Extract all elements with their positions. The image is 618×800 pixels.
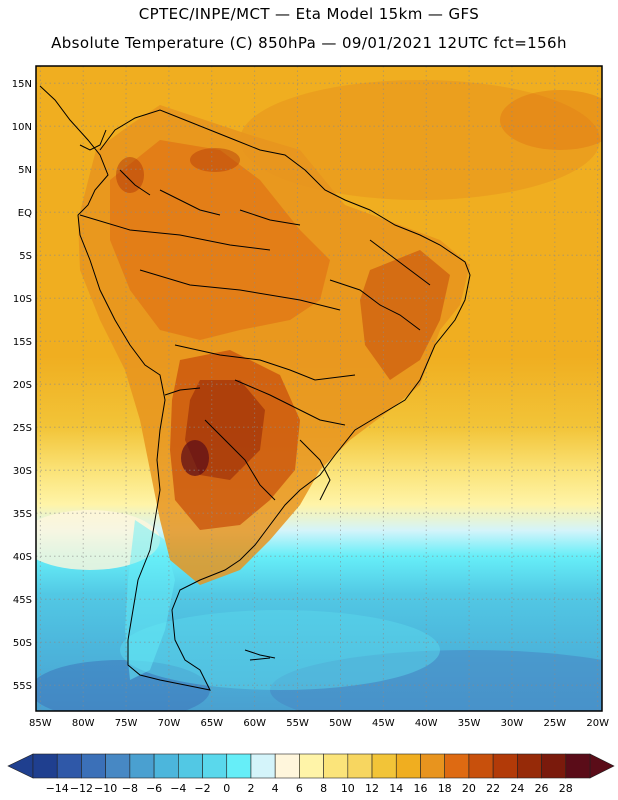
colorbar-tick-label: 20 <box>462 782 476 795</box>
chart-title-line1: CPTEC/INPE/MCT — Eta Model 15km — GFS <box>138 5 480 23</box>
colorbar-tick-label: 26 <box>535 782 549 795</box>
colorbar-swatch <box>565 753 591 779</box>
longitude-label: 35W <box>458 718 481 729</box>
latitude-label: 5S <box>19 251 32 262</box>
colorbar-swatch <box>517 753 542 779</box>
colorbar-tick-label: 6 <box>296 782 303 795</box>
colorbar-tick-label: 14 <box>389 782 403 795</box>
colorbar-swatch <box>56 753 82 779</box>
colorbar-tick-label: 10 <box>341 782 355 795</box>
colorbar-low-arrow <box>7 753 34 779</box>
map-frame <box>35 65 603 712</box>
colorbar-swatch <box>105 753 131 779</box>
latitude-labels: 15N 10N 5N EQ 5S 10S 15S 20S 25S 30S 35S 40S 45S 50S 5… <box>12 79 32 692</box>
latitude-label: 50S <box>13 638 32 649</box>
latitude-label: 40S <box>13 552 32 563</box>
longitude-label: 75W <box>115 718 138 729</box>
colorbar-swatch <box>274 753 300 779</box>
colorbar-tick-label: 24 <box>510 782 524 795</box>
colorbar-tick-label: −6 <box>146 782 162 795</box>
colorbar-swatch <box>32 753 58 779</box>
colorbar-swatch <box>299 753 324 779</box>
latitude-label: 30S <box>13 466 32 477</box>
latitude-label: 15N <box>12 79 32 90</box>
latitude-label: 25S <box>13 423 32 434</box>
latitude-label: 5N <box>18 165 32 176</box>
latitude-label: 55S <box>13 681 32 692</box>
colorbar-tick-label: −12 <box>70 782 93 795</box>
colorbar-high-arrow <box>589 753 615 779</box>
colorbar-swatch <box>395 753 421 779</box>
longitude-label: 70W <box>158 718 181 729</box>
latitude-label: 15S <box>13 337 32 348</box>
colorbar-tick-label: 4 <box>272 782 279 795</box>
colorbar-tick-label: −8 <box>122 782 138 795</box>
temperature-map: 15N 10N 5N EQ 5S 10S 15S 20S 25S 30S 35S 40S 45S 50S 5… <box>12 65 609 729</box>
latitude-label: EQ <box>18 208 32 219</box>
latitude-label: 35S <box>13 509 32 520</box>
colorbar-swatch <box>226 753 252 779</box>
longitude-label: 85W <box>29 718 52 729</box>
colorbar-swatch <box>129 753 155 779</box>
temperature-field <box>36 66 602 711</box>
colorbar-tick-label: 22 <box>486 782 500 795</box>
longitude-label: 65W <box>200 718 223 729</box>
colorbar-tick-label: 0 <box>223 782 230 795</box>
colorbar-tick-label: −4 <box>170 782 186 795</box>
longitude-label: 60W <box>243 718 266 729</box>
colorbar-swatch <box>323 753 349 779</box>
colorbar-tick-label: 8 <box>320 782 327 795</box>
colorbar-swatch <box>153 753 179 779</box>
colorbar-swatch <box>371 753 397 779</box>
longitude-label: 45W <box>372 718 395 729</box>
longitude-label: 40W <box>415 718 438 729</box>
colorbar-tick-label: −14 <box>46 782 69 795</box>
coastline <box>39 85 471 691</box>
colorbar-swatch <box>468 753 494 779</box>
colorbar-tick-label: 2 <box>247 782 254 795</box>
longitude-label: 80W <box>72 718 95 729</box>
longitude-label: 30W <box>501 718 524 729</box>
colorbar-tick-label: −10 <box>94 782 117 795</box>
colorbar-tick-label: −2 <box>194 782 210 795</box>
latitude-label: 45S <box>13 595 32 606</box>
colorbar-swatch <box>444 753 470 779</box>
chart-title-line2: Absolute Temperature (C) 850hPa — 09/01/… <box>51 34 567 52</box>
longitude-label: 50W <box>329 718 352 729</box>
latitude-label: 10S <box>13 294 32 305</box>
latitude-label: 20S <box>13 380 32 391</box>
colorbar-tick-label: 18 <box>438 782 452 795</box>
colorbar-swatch <box>420 753 445 779</box>
latitude-label: 10N <box>12 122 32 133</box>
colorbar-tick-label: 28 <box>559 782 573 795</box>
colorbar-swatch <box>347 753 373 779</box>
longitude-label: 25W <box>544 718 567 729</box>
color-scale-bar: −14 −12 −10 −8 −6 −4 −2 0 2 4 6 8 10 12 14 16 18 20 22 24 26… <box>7 753 615 795</box>
colorbar-swatch <box>81 753 106 779</box>
colorbar-swatch <box>492 753 518 779</box>
longitude-label: 55W <box>286 718 309 729</box>
colorbar-tick-label: 12 <box>365 782 379 795</box>
colorbar-swatch <box>250 753 276 779</box>
longitude-labels: 85W 80W 75W 70W 65W 60W 55W 50W 45W 40W 35W 30W 25W 2… <box>29 718 609 729</box>
colorbar-swatch <box>178 753 203 779</box>
colorbar-tick-label: 16 <box>413 782 427 795</box>
longitude-label: 20W <box>586 718 609 729</box>
colorbar-swatch <box>541 753 567 779</box>
colorbar-swatch <box>202 753 228 779</box>
